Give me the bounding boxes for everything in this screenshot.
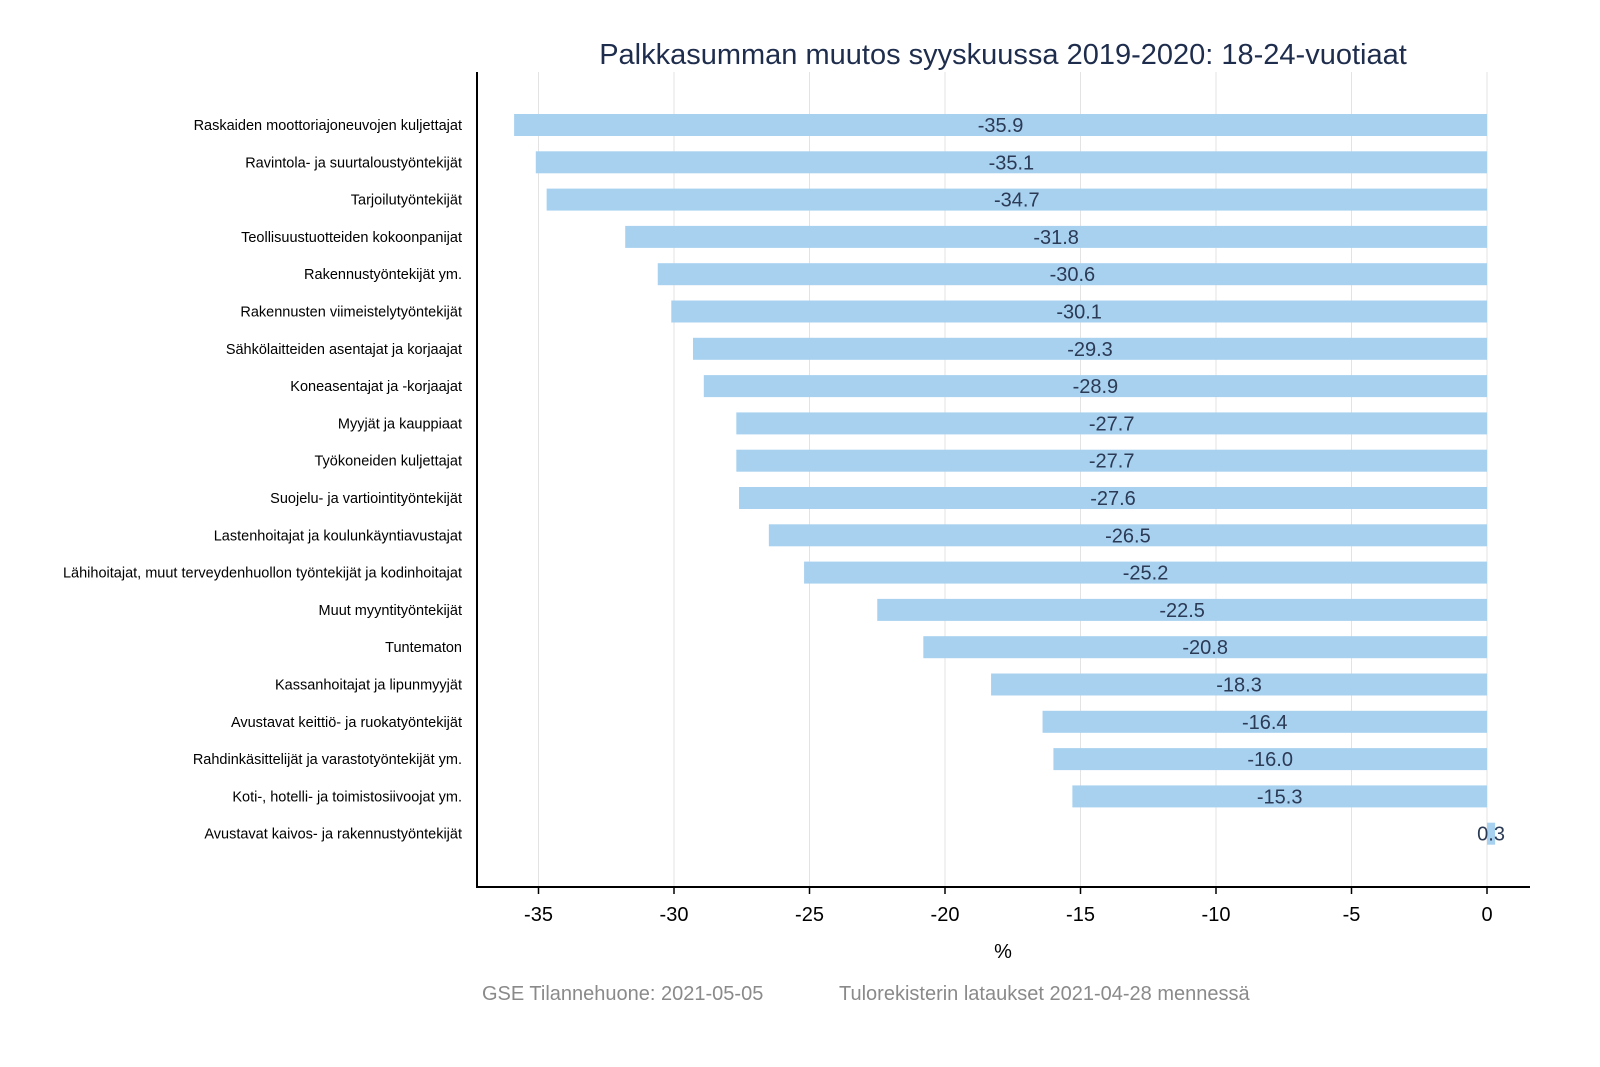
bar bbox=[671, 300, 1487, 323]
x-tick-label: -10 bbox=[1202, 904, 1231, 926]
category-label: Tuntematon bbox=[385, 640, 462, 656]
x-tick-label: -5 bbox=[1343, 904, 1361, 926]
data-label: -27.7 bbox=[1089, 413, 1135, 435]
data-label: -26.5 bbox=[1105, 525, 1151, 547]
data-label: -31.8 bbox=[1033, 227, 1079, 249]
category-label: Muut myyntityöntekijät bbox=[319, 603, 462, 619]
data-label: -25.2 bbox=[1123, 563, 1169, 585]
bar bbox=[736, 449, 1487, 472]
x-axis-title: % bbox=[994, 941, 1012, 963]
category-label: Lähihoitajat, muut terveydenhuollon työn… bbox=[63, 566, 462, 582]
data-label: -15.3 bbox=[1257, 786, 1303, 808]
bar bbox=[546, 188, 1487, 211]
category-label: Koneasentajat ja -korjaajat bbox=[290, 379, 462, 395]
bar bbox=[877, 598, 1487, 621]
data-label: -35.1 bbox=[989, 152, 1035, 174]
x-tick-label: 0 bbox=[1481, 904, 1492, 926]
bars bbox=[514, 114, 1496, 845]
category-label: Raskaiden moottoriajoneuvojen kuljettaja… bbox=[194, 118, 462, 134]
category-label: Avustavat keittiö- ja ruokatyöntekijät bbox=[231, 715, 462, 731]
bar bbox=[657, 263, 1487, 286]
category-labels: Raskaiden moottoriajoneuvojen kuljettaja… bbox=[63, 118, 462, 843]
bar bbox=[1042, 710, 1487, 733]
bar bbox=[739, 487, 1487, 509]
data-label: -18.3 bbox=[1216, 675, 1262, 697]
bar bbox=[991, 673, 1487, 696]
chart-title: Palkkasumman muutos syyskuussa 2019-2020… bbox=[599, 39, 1407, 71]
bar bbox=[535, 151, 1487, 174]
bar bbox=[1487, 822, 1496, 845]
bar bbox=[1053, 748, 1487, 771]
category-label: Kassanhoitajat ja lipunmyyjät bbox=[275, 678, 462, 694]
category-label: Myyjät ja kauppiaat bbox=[338, 416, 462, 432]
category-label: Rahdinkäsittelijät ja varastotyöntekijät… bbox=[193, 752, 462, 768]
data-label: 0.3 bbox=[1477, 824, 1505, 846]
bar bbox=[1072, 785, 1487, 808]
bar bbox=[736, 412, 1487, 435]
category-label: Teollisuustuotteiden kokoonpanijat bbox=[241, 230, 462, 246]
data-label: -30.1 bbox=[1056, 302, 1102, 324]
data-labels: -35.9 -35.1 -34.7 -31.8 -30.6 -30.1 -29.3 -28.9… bbox=[978, 115, 1505, 846]
category-label: Koti-, hotelli- ja toimistosiivoojat ym. bbox=[232, 789, 462, 805]
bar bbox=[692, 337, 1487, 360]
category-label: Rakennusten viimeistelytyöntekijät bbox=[240, 305, 462, 321]
data-label: -30.6 bbox=[1050, 264, 1096, 286]
category-label: Rakennustyöntekijät ym. bbox=[304, 267, 462, 283]
category-label: Tarjoilutyöntekijät bbox=[351, 193, 462, 209]
bar bbox=[923, 636, 1487, 659]
data-label: -20.8 bbox=[1182, 637, 1228, 659]
data-label: -16.0 bbox=[1247, 749, 1293, 771]
data-label: -35.9 bbox=[978, 115, 1024, 137]
x-tick-label: -30 bbox=[660, 904, 689, 926]
data-label: -34.7 bbox=[994, 190, 1040, 212]
x-tick-label: -35 bbox=[524, 904, 553, 926]
bar bbox=[768, 524, 1487, 547]
footer-source: GSE Tilannehuone: 2021-05-05 bbox=[482, 983, 763, 1005]
category-label: Lastenhoitajat ja koulunkäyntiavustajat bbox=[214, 528, 462, 544]
footer-note: Tulorekisterin lataukset 2021-04-28 menn… bbox=[839, 983, 1250, 1005]
bar bbox=[514, 114, 1487, 136]
x-tick-label: -25 bbox=[795, 904, 824, 926]
category-label: Sähkölaitteiden asentajat ja korjaajat bbox=[226, 342, 462, 358]
data-label: -27.6 bbox=[1090, 488, 1136, 510]
data-label: -22.5 bbox=[1159, 600, 1205, 622]
category-label: Ravintola- ja suurtaloustyöntekijät bbox=[245, 155, 462, 171]
category-label: Työkoneiden kuljettajat bbox=[314, 454, 462, 470]
x-ticks: -35 -30 -25 -20 -15 -10 -5 0 bbox=[524, 887, 1493, 926]
axes bbox=[476, 72, 1530, 888]
data-label: -29.3 bbox=[1067, 339, 1113, 361]
x-tick-label: -15 bbox=[1066, 904, 1095, 926]
bar bbox=[804, 561, 1487, 584]
data-label: -27.7 bbox=[1089, 451, 1135, 473]
category-label: Suojelu- ja vartiointityöntekijät bbox=[270, 491, 462, 507]
bar bbox=[703, 375, 1487, 398]
data-label: -28.9 bbox=[1073, 376, 1119, 398]
x-tick-label: -20 bbox=[931, 904, 960, 926]
bar bbox=[625, 225, 1487, 248]
data-label: -16.4 bbox=[1242, 712, 1288, 734]
category-label: Avustavat kaivos- ja rakennustyöntekijät bbox=[204, 827, 462, 843]
